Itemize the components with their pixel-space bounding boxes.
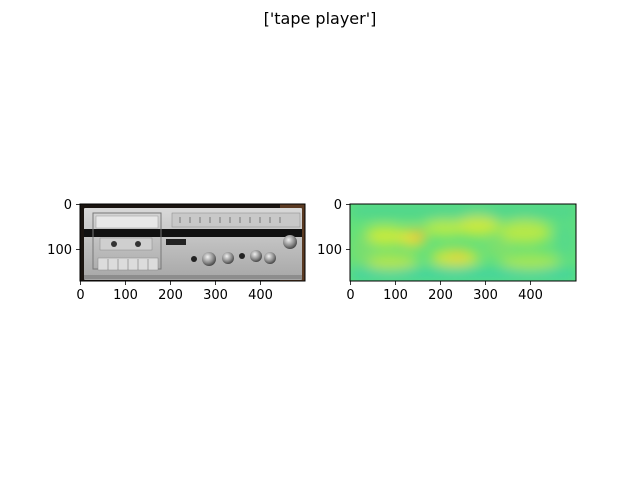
x-tick-label: 300 <box>473 288 498 303</box>
y-axis-left <box>76 204 80 250</box>
x-axis-left <box>80 281 261 285</box>
y-axis-right <box>346 204 350 250</box>
x-tick-label: 400 <box>248 288 273 303</box>
figure-title: ['tape player'] <box>264 9 377 28</box>
y-tick-label: 100 <box>317 243 342 258</box>
tape-player-photo <box>80 204 305 281</box>
x-tick-label: 200 <box>158 288 183 303</box>
y-tick-label: 0 <box>64 198 72 213</box>
y-tick-label: 0 <box>334 198 342 213</box>
x-tick-label: 100 <box>113 288 138 303</box>
photo-panel: 0 100 200 300 400 0 100 <box>47 198 306 303</box>
x-tick-label: 0 <box>346 288 354 303</box>
x-tick-label: 0 <box>76 288 84 303</box>
x-tick-label: 300 <box>203 288 228 303</box>
saliency-heatmap <box>350 204 576 281</box>
x-tick-label: 100 <box>383 288 408 303</box>
x-axis-right <box>350 281 531 285</box>
x-tick-label: 200 <box>428 288 453 303</box>
y-tick-label: 100 <box>47 243 72 258</box>
x-tick-label: 400 <box>518 288 543 303</box>
heatmap-panel: 0 100 200 300 400 0 100 <box>317 198 577 303</box>
